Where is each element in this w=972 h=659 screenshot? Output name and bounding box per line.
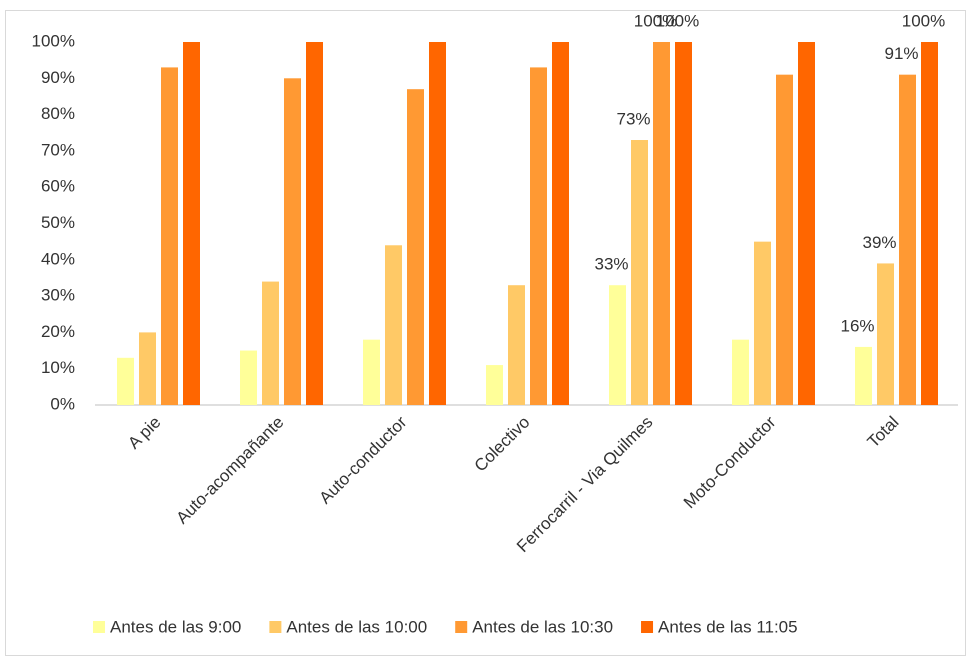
bar xyxy=(921,42,938,405)
bar xyxy=(429,42,446,405)
bar xyxy=(385,245,402,405)
bar xyxy=(486,365,503,405)
y-tick-label: 30% xyxy=(41,286,75,305)
bar xyxy=(306,42,323,405)
bar xyxy=(552,42,569,405)
bar xyxy=(139,332,156,405)
bar xyxy=(183,42,200,405)
value-label: 100% xyxy=(634,11,677,30)
legend-label: Antes de las 10:30 xyxy=(472,617,613,636)
bar xyxy=(877,263,894,405)
bar xyxy=(653,42,670,405)
value-label: 91% xyxy=(884,44,918,63)
bar xyxy=(855,346,872,405)
bar xyxy=(240,350,257,405)
y-tick-label: 100% xyxy=(32,31,75,50)
y-tick-label: 80% xyxy=(41,104,75,123)
y-tick-label: 60% xyxy=(41,177,75,196)
bar xyxy=(754,241,771,405)
y-tick-label: 70% xyxy=(41,140,75,159)
bar xyxy=(363,339,380,405)
value-label: 100% xyxy=(656,11,699,30)
y-tick-label: 20% xyxy=(41,322,75,341)
value-label: 33% xyxy=(594,255,628,274)
bar xyxy=(776,74,793,406)
legend-swatch xyxy=(93,621,105,633)
legend-swatch xyxy=(641,621,654,633)
value-label: 73% xyxy=(616,109,650,128)
bar xyxy=(609,285,626,405)
bar xyxy=(284,78,301,406)
y-tick-label: 10% xyxy=(41,358,75,377)
bar xyxy=(899,74,916,406)
legend-swatch xyxy=(455,621,468,633)
y-tick-label: 40% xyxy=(41,249,75,268)
legend-label: Antes de las 9:00 xyxy=(110,617,241,636)
bar xyxy=(732,339,749,405)
bar xyxy=(407,89,424,405)
legend-label: Antes de las 10:00 xyxy=(286,617,427,636)
legend-swatch xyxy=(269,621,282,633)
legend-label: Antes de las 11:05 xyxy=(658,617,798,636)
bar xyxy=(161,67,178,405)
y-tick-label: 50% xyxy=(41,213,75,232)
value-label: 100% xyxy=(902,11,945,30)
bar xyxy=(631,140,648,405)
y-tick-label: 90% xyxy=(41,68,75,87)
bar xyxy=(675,42,692,405)
y-tick-label: 0% xyxy=(50,394,75,413)
bar xyxy=(508,285,525,405)
value-label: 16% xyxy=(840,316,874,335)
bar xyxy=(262,281,279,405)
bar xyxy=(798,42,815,405)
bar xyxy=(530,67,547,405)
value-label: 39% xyxy=(862,233,896,252)
bar xyxy=(117,357,134,405)
